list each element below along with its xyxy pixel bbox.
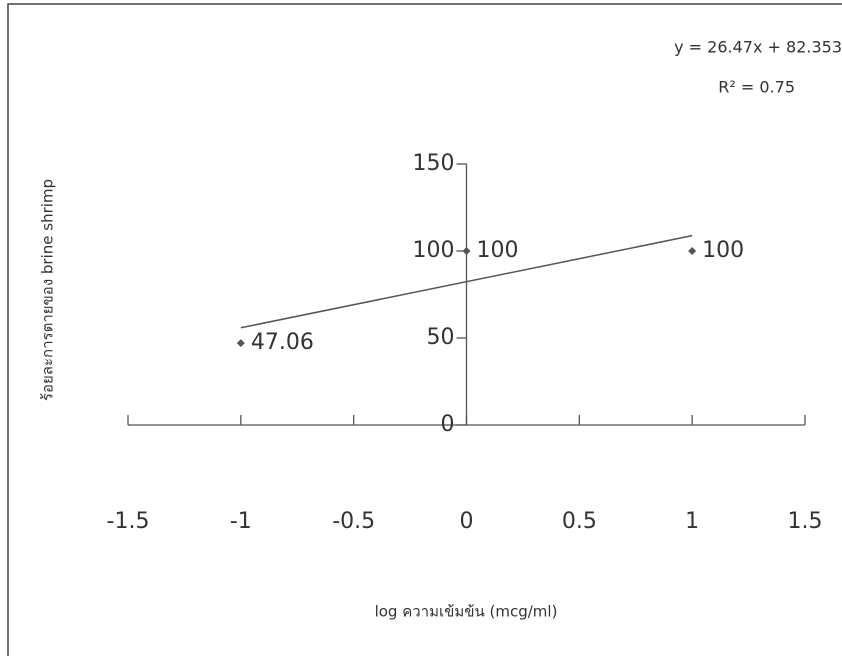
trendline-equation: y = 26.47x + 82.353 xyxy=(674,38,842,57)
chart-frame xyxy=(7,3,842,656)
x-tick-label: 0.5 xyxy=(562,509,597,534)
data-point xyxy=(688,247,697,255)
data-label: 100 xyxy=(477,238,519,263)
x-tick-label: 0 xyxy=(460,509,474,534)
y-tick-label: 150 xyxy=(413,151,455,176)
y-tick-label: 0 xyxy=(441,412,455,437)
r-squared: R² = 0.75 xyxy=(718,78,795,97)
data-label: 100 xyxy=(702,238,744,263)
data-point xyxy=(236,339,245,348)
x-tick-label: 1.5 xyxy=(788,509,823,534)
y-tick-label: 100 xyxy=(413,238,455,263)
y-tick-label: 50 xyxy=(427,325,455,350)
trendline xyxy=(240,234,693,329)
x-tick-label: -0.5 xyxy=(332,509,375,534)
x-axis-title: log ความเข้มข้น (mcg/ml) xyxy=(375,603,558,621)
y-axis-title: ร้อยละการตายของ brine shrimp xyxy=(39,179,57,401)
x-tick-label: 1 xyxy=(685,509,699,534)
x-tick-label: -1.5 xyxy=(107,509,150,534)
x-tick-label: -1 xyxy=(230,509,252,534)
data-label: 47.06 xyxy=(251,330,314,355)
data-point xyxy=(462,247,471,255)
